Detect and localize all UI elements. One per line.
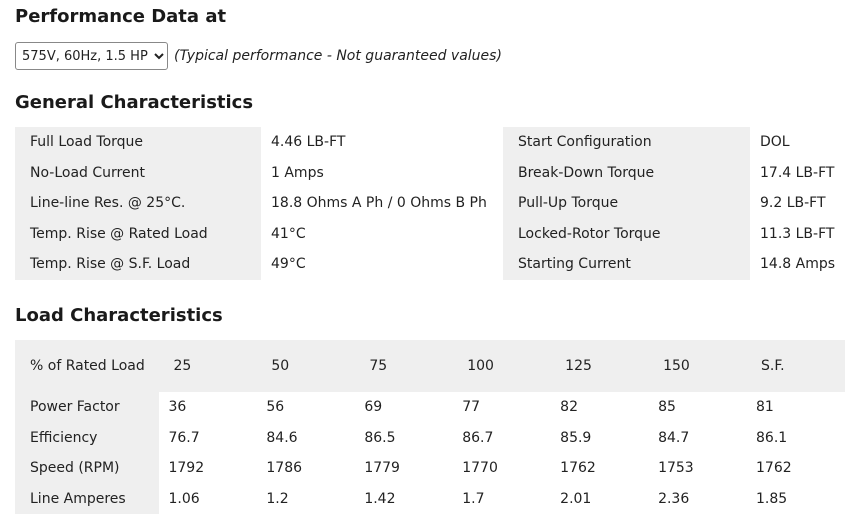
label-cell: Start Configuration (503, 127, 750, 158)
header-cell: 75 (355, 340, 454, 392)
value-cell: 1.2 (266, 490, 289, 507)
value-cell: 82 (560, 399, 578, 416)
note: (Typical performance - Not guaranteed va… (174, 48, 502, 64)
label-cell: Temp. Rise @ Rated Load (15, 218, 261, 249)
header-cell: 150 (649, 340, 747, 392)
value-cell: DOL (760, 134, 790, 151)
value-cell: 1770 (462, 460, 498, 477)
value-cell: 1.85 (756, 490, 788, 507)
value-cell: 1762 (756, 460, 792, 477)
value-cell: 81 (756, 399, 774, 416)
table-row: Temp. Rise @ S.F. Load 49°C Starting Curre… (15, 249, 845, 280)
header-cell: 25 (159, 340, 258, 392)
label-cell: Efficiency (15, 422, 160, 453)
page-title: Performance Data at (15, 6, 227, 27)
load-table: % of Rated Load 25 50 75 100 125 150 S.F. Power … (15, 340, 845, 514)
label-cell: Speed (RPM) (15, 453, 160, 484)
value-cell: 4.46 LB-FT (271, 134, 346, 151)
value-cell: 14.8 Amps (760, 256, 836, 273)
value-cell: 2.36 (658, 490, 690, 507)
label-cell: Break-Down Torque (503, 157, 750, 188)
label-cell: Locked-Rotor Torque (503, 218, 750, 249)
value-cell: 1786 (266, 460, 303, 477)
value-cell: 1.06 (168, 490, 200, 507)
value-cell: 18.8 Ohms A Ph / 0 Ohms B Ph (271, 195, 487, 212)
table-row: Line Amperes 1.06 1.2 1.42 1.7 2.01 2.36 1.85 (15, 483, 845, 514)
value-cell: 49°C (271, 256, 306, 273)
value-cell: 85 (658, 399, 676, 416)
value-cell: 1762 (560, 460, 596, 477)
header-cell: S.F. (747, 340, 845, 392)
label-cell: Full Load Torque (15, 127, 261, 158)
table-row: Full Load Torque 4.46 LB-FT Start Configur… (15, 127, 845, 158)
value-cell: 84.6 (266, 429, 298, 446)
value-cell: 86.5 (364, 429, 396, 446)
table-row: Speed (RPM) 1792 1786 1779 1770 1762 1753 1762 (15, 453, 845, 484)
value-cell: 1792 (168, 460, 205, 477)
label-cell: Pull-Up Torque (503, 188, 750, 219)
label-cell: Power Factor (15, 392, 160, 423)
section-title: General Characteristics (15, 92, 254, 113)
value-cell: 56 (266, 399, 285, 416)
label-cell: Starting Current (503, 249, 750, 280)
table-row: Power Factor 36 56 69 77 82 85 81 (15, 392, 845, 423)
label-cell: Temp. Rise @ S.F. Load (15, 249, 261, 280)
value-cell: 76.7 (168, 429, 200, 446)
value-cell: 1 Amps (271, 164, 324, 181)
controls: 575V, 60Hz, 1.5 HP (Typical performance … (15, 42, 502, 70)
section-title: Load Characteristics (15, 305, 223, 326)
label-cell: Line-line Res. @ 25°C. (15, 188, 261, 219)
value-cell: 2.01 (560, 490, 592, 507)
label-cell: Line Amperes (15, 483, 160, 514)
header-cell: % of Rated Load (15, 340, 160, 392)
value-cell: 41°C (271, 225, 306, 242)
value-cell: 17.4 LB-FT (760, 164, 835, 181)
header-cell: 100 (453, 340, 552, 392)
value-cell: 1.7 (462, 490, 485, 507)
table-row: Line-line Res. @ 25°C. 18.8 Ohms A Ph / 0… (15, 188, 845, 219)
header-row: % of Rated Load 25 50 75 100 125 150 S.F. (15, 340, 845, 392)
header-cell: 125 (551, 340, 650, 392)
general-table: Full Load Torque 4.46 LB-FT Start Configur… (15, 127, 845, 280)
value-cell: 86.7 (462, 429, 494, 446)
value-cell: 1779 (364, 460, 400, 477)
value-cell: 69 (364, 399, 383, 416)
table-row: Temp. Rise @ Rated Load 41°C Locked-Rotor … (15, 218, 845, 249)
header-cell: 50 (257, 340, 356, 392)
value-cell: 77 (462, 399, 481, 416)
label-cell: No-Load Current (15, 157, 261, 188)
value-cell: 86.1 (756, 429, 788, 446)
value-cell: 85.9 (560, 429, 592, 446)
table-row: Efficiency 76.7 84.6 86.5 86.7 85.9 84.7 86.1 (15, 422, 845, 453)
value-cell: 9.2 LB-FT (760, 195, 826, 212)
value-cell: 36 (168, 399, 187, 416)
table-row: No-Load Current 1 Amps Break-Down Torque 17… (15, 157, 845, 188)
value-cell: 1.42 (364, 490, 396, 507)
rating-select[interactable]: 575V, 60Hz, 1.5 HP (15, 42, 168, 70)
value-cell: 1753 (658, 460, 694, 477)
value-cell: 84.7 (658, 429, 690, 446)
value-cell: 11.3 LB-FT (760, 225, 835, 242)
